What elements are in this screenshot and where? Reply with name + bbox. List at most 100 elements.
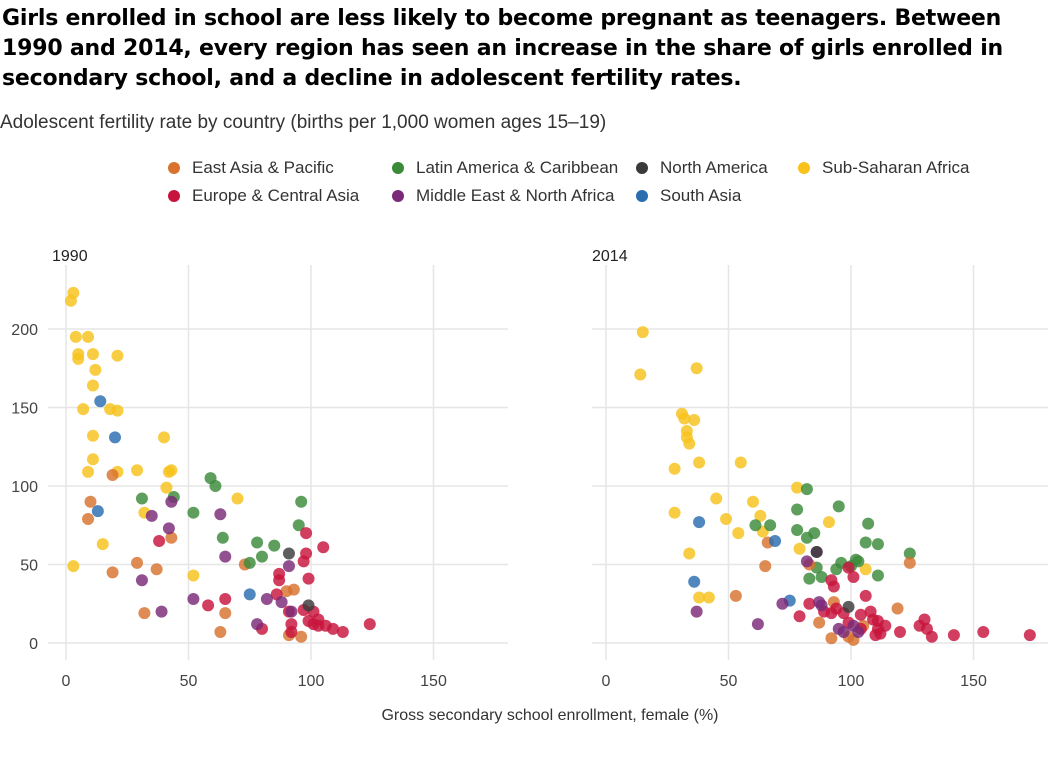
data-point: Europe & Central Asia	[202, 599, 215, 612]
data-point: Europe & Central Asia	[285, 626, 298, 639]
data-point: Sub-Saharan Africa	[668, 462, 681, 475]
data-point: Europe & Central Asia	[793, 610, 806, 623]
data-point: Europe & Central Asia	[847, 571, 860, 584]
chart-subtitle: Adolescent fertility rate by country (bi…	[0, 112, 607, 133]
data-point: East Asia & Pacific	[84, 495, 97, 508]
data-point: Latin America & Caribbean	[859, 536, 872, 549]
data-point: Europe & Central Asia	[327, 622, 340, 635]
data-point: South Asia	[769, 534, 782, 547]
legend-label: Middle East & North Africa	[416, 186, 615, 205]
data-point: South Asia	[693, 516, 706, 529]
x-tick-label: 150	[960, 673, 987, 690]
data-point: East Asia & Pacific	[813, 616, 826, 629]
data-point: Latin America & Caribbean	[295, 495, 308, 508]
legend-swatch	[168, 190, 180, 202]
legend-item: Europe & Central Asia	[168, 186, 359, 206]
x-tick-label: 150	[420, 673, 447, 690]
data-point: East Asia & Pacific	[106, 469, 119, 482]
legend-swatch	[392, 162, 404, 174]
data-point: East Asia & Pacific	[287, 583, 300, 596]
data-point: Latin America & Caribbean	[803, 572, 816, 585]
data-point: Sub-Saharan Africa	[678, 412, 691, 425]
data-point: Sub-Saharan Africa	[67, 286, 80, 299]
data-point: Sub-Saharan Africa	[693, 591, 706, 604]
data-point: Europe & Central Asia	[219, 593, 232, 606]
data-point: Latin America & Caribbean	[871, 538, 884, 551]
data-point: Sub-Saharan Africa	[688, 414, 701, 427]
legend-item: East Asia & Pacific	[168, 158, 334, 178]
data-point: Sub-Saharan Africa	[160, 481, 173, 494]
data-point: Sub-Saharan Africa	[793, 542, 806, 555]
data-point: Europe & Central Asia	[842, 561, 855, 574]
data-point: Latin America & Caribbean	[209, 480, 222, 492]
data-point: Sub-Saharan Africa	[791, 481, 804, 494]
data-point: Europe & Central Asia	[879, 619, 892, 632]
data-point: Latin America & Caribbean	[292, 519, 305, 532]
data-point: Sub-Saharan Africa	[165, 464, 178, 477]
data-point: North America	[810, 545, 823, 558]
data-point: East Asia & Pacific	[891, 602, 904, 615]
data-point: Latin America & Caribbean	[135, 492, 148, 505]
data-point: East Asia & Pacific	[214, 626, 227, 639]
data-point: Sub-Saharan Africa	[86, 348, 99, 361]
legend-item: Latin America & Caribbean	[392, 158, 618, 178]
y-tick-label: 150	[11, 401, 38, 418]
data-point: Latin America & Caribbean	[791, 523, 804, 536]
data-point: East Asia & Pacific	[903, 556, 916, 569]
legend-item: Sub-Saharan Africa	[798, 158, 969, 178]
x-tick-label: 0	[62, 673, 71, 690]
data-point: Sub-Saharan Africa	[187, 569, 200, 582]
panel-1990: 1990 0 50 100 150 200 0 50 100 150 Sub-Saharan Afr…	[11, 248, 508, 690]
data-point: Sub-Saharan Africa	[668, 506, 681, 519]
data-point: Latin America & Caribbean	[187, 506, 200, 519]
legend-swatch	[636, 162, 648, 174]
data-point: Sub-Saharan Africa	[693, 456, 706, 469]
data-point: East Asia & Pacific	[729, 589, 742, 602]
data-point: Europe & Central Asia	[300, 527, 313, 540]
data-point: Europe & Central Asia	[317, 541, 330, 554]
data-point: Latin America & Caribbean	[832, 500, 845, 513]
data-point: Latin America & Caribbean	[903, 547, 916, 560]
data-point: Middle East & North Africa	[155, 605, 168, 618]
data-point: Middle East & North Africa	[800, 555, 813, 568]
data-point: Sub-Saharan Africa	[72, 352, 85, 365]
legend-label: North America	[660, 158, 768, 177]
data-point: Sub-Saharan Africa	[86, 453, 99, 466]
data-point: Sub-Saharan Africa	[634, 368, 647, 381]
data-point: Latin America & Caribbean	[764, 519, 777, 532]
panel-label: 1990	[52, 248, 88, 265]
data-point: Middle East & North Africa	[219, 550, 232, 563]
data-point: Middle East & North Africa	[251, 618, 264, 631]
data-point: North America	[282, 547, 295, 560]
chart-title: Girls enrolled in school are less likely…	[2, 6, 1003, 91]
y-tick-label: 50	[20, 558, 38, 575]
legend-item: Middle East & North Africa	[392, 186, 614, 206]
data-point: Sub-Saharan Africa	[822, 516, 835, 529]
data-point: North America	[842, 600, 855, 613]
x-tick-label: 50	[180, 673, 198, 690]
data-point: Latin America & Caribbean	[871, 569, 884, 582]
x-tick-label: 100	[298, 673, 325, 690]
data-point: East Asia & Pacific	[759, 560, 772, 573]
data-point: Latin America & Caribbean	[852, 555, 865, 568]
data-point: Sub-Saharan Africa	[732, 527, 745, 540]
data-point: Middle East & North Africa	[165, 495, 178, 508]
data-point: Latin America & Caribbean	[815, 571, 828, 584]
legend-label: East Asia & Pacific	[192, 158, 334, 177]
data-point: Europe & Central Asia	[977, 626, 990, 639]
data-point: Middle East & North Africa	[776, 597, 789, 610]
data-point: Sub-Saharan Africa	[77, 403, 90, 416]
data-point: Europe & Central Asia	[273, 574, 286, 587]
data-point: Latin America & Caribbean	[800, 483, 813, 496]
data-point: Latin America & Caribbean	[243, 556, 256, 569]
data-point: Latin America & Caribbean	[791, 503, 804, 516]
data-point: Sub-Saharan Africa	[683, 437, 696, 450]
legend-swatch	[636, 190, 648, 202]
data-point: South Asia	[688, 575, 701, 588]
legend-swatch	[798, 162, 810, 174]
data-point: Latin America & Caribbean	[256, 550, 268, 563]
data-point: Sub-Saharan Africa	[82, 465, 95, 478]
data-point: East Asia & Pacific	[165, 531, 178, 544]
data-point: Middle East & North Africa	[690, 605, 703, 618]
data-point: North America	[302, 599, 315, 612]
